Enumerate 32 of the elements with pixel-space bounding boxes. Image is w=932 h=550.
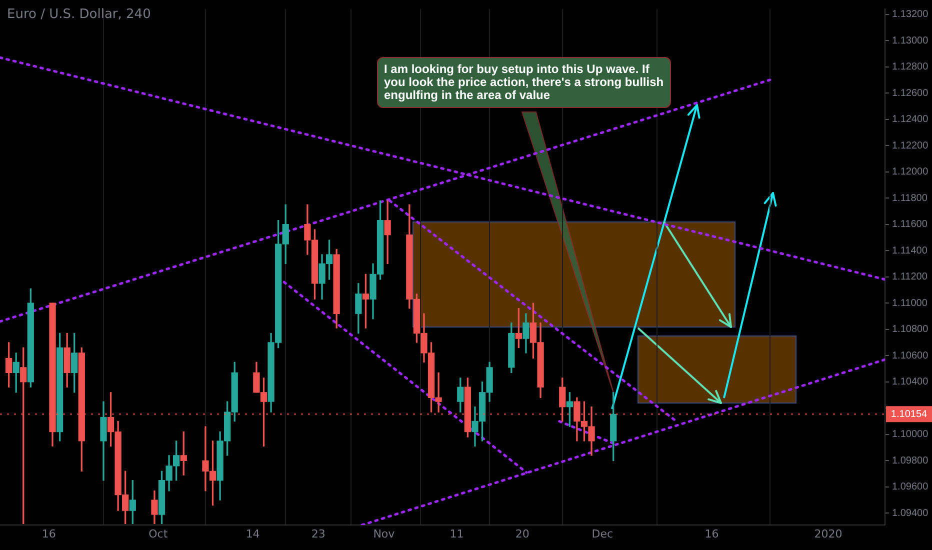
- x-tick-label: 16: [42, 527, 56, 540]
- x-tick-label: 16: [704, 527, 719, 540]
- y-tick-label: 1.12600: [892, 88, 929, 99]
- x-tick-label: 2020: [814, 527, 842, 540]
- x-tick-label: Nov: [373, 527, 396, 540]
- y-tick-label: 1.12000: [892, 166, 929, 178]
- y-tick-label: 1.09400: [892, 508, 929, 519]
- y-tick-label: 1.12800: [892, 62, 929, 73]
- y-tick-label: 1.09600: [892, 482, 929, 493]
- y-tick-label: 1.10000: [892, 429, 929, 440]
- chart-title: Euro / U.S. Dollar, 240: [7, 7, 151, 22]
- y-tick-label: 1.13200: [892, 9, 929, 20]
- x-tick-label: 20: [515, 527, 530, 540]
- ref-line-label: 1.10154: [890, 408, 928, 420]
- y-tick-label: 1.12200: [892, 140, 929, 152]
- y-tick-label: 1.10800: [892, 324, 929, 336]
- x-tick-label: Oct: [148, 527, 168, 540]
- y-tick-label: 1.11800: [892, 192, 928, 204]
- y-tick-label: 1.11400: [892, 245, 928, 256]
- y-tick-label: 1.11000: [892, 298, 928, 309]
- x-tick-label: 23: [311, 527, 326, 540]
- x-tick-label: Dec: [592, 527, 614, 540]
- y-tick-label: 1.11600: [892, 219, 928, 230]
- y-tick-label: 1.11200: [892, 272, 928, 283]
- y-tick-label: 1.10600: [892, 350, 929, 362]
- y-tick-label: 1.09800: [892, 455, 929, 466]
- y-tick-label: 1.13000: [892, 35, 929, 46]
- y-tick-label: 1.12400: [892, 114, 929, 126]
- y-tick-label: 1.10400: [892, 376, 929, 388]
- x-tick-label: 14: [246, 527, 260, 540]
- annotation: I am looking for buy setup into this Up wave. If you look the price action, there's a strong bullish engulfing in the area of value: [377, 57, 671, 108]
- x-tick-label: 11: [450, 527, 464, 540]
